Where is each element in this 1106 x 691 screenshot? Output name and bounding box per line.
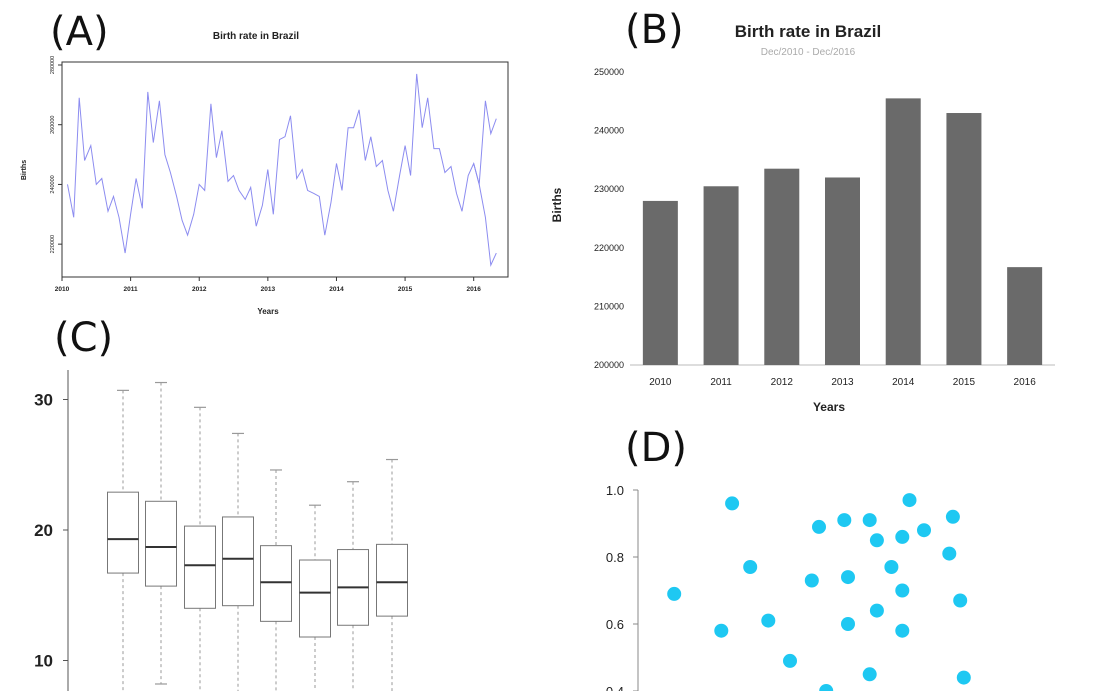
y-tick-label: 220000: [50, 235, 56, 253]
y-tick-label: 200000: [594, 360, 624, 370]
box: [184, 525, 216, 609]
panel-label-d: (D): [625, 425, 688, 471]
scatter-point: [917, 523, 931, 538]
series-line: [67, 73, 497, 254]
panel-label-b: (B): [625, 7, 684, 53]
bar: [885, 98, 921, 366]
x-tick-label: 2016: [466, 286, 481, 293]
y-tick-label: 0.6: [606, 617, 624, 632]
x-tick-label: 2014: [892, 377, 915, 388]
bar: [1007, 267, 1043, 365]
scatter-point: [895, 529, 910, 544]
y-tick-label: 220000: [594, 243, 624, 253]
y-tick-label: 10: [34, 652, 53, 671]
y-tick-label: 0.4: [606, 684, 624, 691]
y-axis-label: Births: [21, 160, 28, 180]
x-tick-label: 2015: [953, 377, 976, 388]
series-line-tail: [473, 163, 497, 267]
scatter-point: [743, 560, 758, 574]
x-tick-label: 2013: [261, 286, 276, 293]
scatter-point: [819, 684, 834, 691]
x-tick-label: 2010: [55, 286, 70, 293]
scatter-point: [895, 623, 910, 638]
scatter-point: [953, 593, 968, 608]
x-tick-label: 2010: [649, 377, 672, 388]
scatter-point: [902, 493, 917, 508]
y-tick-label: 230000: [594, 184, 624, 194]
panel-label-c: (C): [54, 315, 114, 361]
bar: [825, 177, 860, 365]
y-axis-label: Births: [550, 187, 564, 222]
y-tick-label: 210000: [594, 301, 624, 311]
scatter-point: [869, 533, 884, 548]
scatter-point: [895, 583, 910, 598]
scatter-point: [812, 519, 826, 534]
x-axis-label: Years: [257, 307, 279, 316]
scatter-point: [862, 513, 877, 528]
bar: [703, 186, 739, 365]
y-tick-label: 20: [34, 521, 53, 540]
x-axis-label: Years: [813, 400, 845, 414]
x-tick-label: 2016: [1014, 377, 1037, 388]
y-tick-label: 30: [34, 391, 53, 410]
chart-title: Birth rate in Brazil: [735, 22, 881, 41]
scatter-point: [667, 586, 682, 601]
scatter-point: [837, 513, 852, 528]
scatter-point: [869, 603, 884, 618]
x-tick-label: 2015: [398, 286, 413, 293]
chart-subtitle: Dec/2010 - Dec/2016: [761, 47, 856, 58]
scatter-point: [783, 653, 797, 668]
scatter-point: [714, 623, 729, 638]
x-tick-label: 2011: [710, 377, 732, 388]
x-tick-label: 2012: [192, 286, 207, 293]
bar: [764, 168, 800, 365]
box: [260, 545, 292, 622]
bar: [946, 113, 982, 366]
scatter-point: [942, 546, 957, 561]
x-tick-label: 2012: [771, 377, 794, 388]
y-tick-label: 0.8: [606, 550, 624, 565]
chart-title: Birth rate in Brazil: [213, 31, 299, 42]
box: [145, 500, 177, 587]
y-tick-label: 280000: [50, 56, 56, 74]
x-tick-label: 2014: [329, 286, 344, 293]
scatter-point: [956, 670, 971, 685]
panel-label-a: (A): [50, 9, 109, 55]
box: [222, 516, 254, 607]
scatter-point: [884, 560, 899, 574]
scatter-point: [841, 570, 855, 585]
scatter-point: [761, 613, 776, 628]
scatter-point: [862, 667, 877, 682]
scatter-point: [841, 617, 855, 631]
y-tick-label: 260000: [50, 116, 56, 134]
scatter-point: [945, 509, 960, 524]
y-tick-label: 1.0: [606, 483, 624, 498]
box: [376, 543, 408, 617]
x-tick-label: 2013: [831, 377, 854, 388]
scatter-point: [725, 496, 740, 511]
scatter-point: [804, 573, 819, 588]
box: [107, 491, 139, 574]
y-tick-label: 250000: [594, 67, 624, 77]
box: [299, 559, 331, 638]
x-tick-label: 2011: [124, 286, 138, 293]
y-tick-label: 240000: [50, 175, 56, 193]
y-tick-label: 240000: [594, 126, 624, 136]
plot-frame: [61, 61, 509, 278]
bar: [642, 200, 678, 365]
